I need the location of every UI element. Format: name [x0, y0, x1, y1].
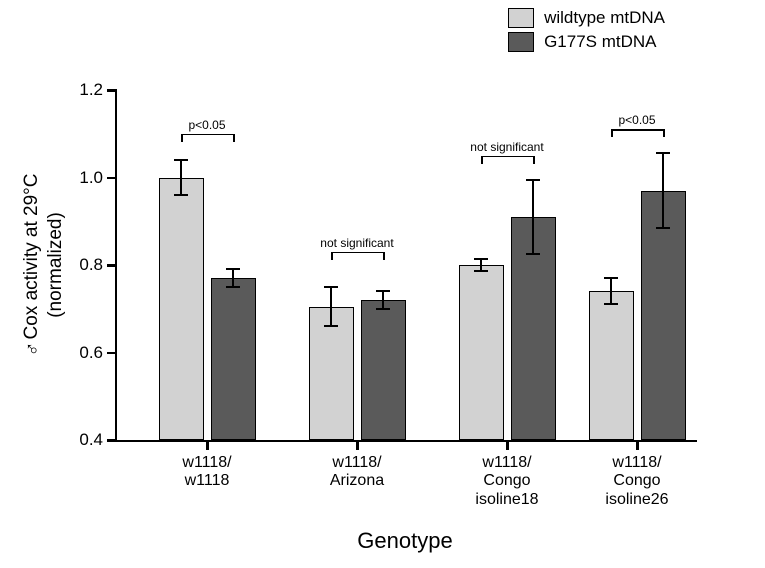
error-cap — [376, 308, 390, 310]
y-tick-label: 0.4 — [67, 430, 103, 450]
chart-plot-area: 0.40.60.81.01.2p<0.05w1118/w1118not sign… — [115, 90, 697, 442]
significance-label: not significant — [320, 236, 393, 250]
error-bar — [232, 269, 234, 287]
y-tick — [107, 352, 117, 355]
error-cap — [174, 159, 188, 161]
y-tick — [107, 439, 117, 442]
male-symbol-icon: ♂ — [22, 342, 45, 357]
error-cap — [656, 227, 670, 229]
x-axis-label: Genotype — [357, 528, 452, 554]
x-tick — [506, 440, 509, 450]
x-category-label: w1118/w1118 — [182, 454, 231, 491]
y-axis-label-line2: (normalized) — [45, 212, 66, 318]
x-axis-label-text: Genotype — [357, 528, 452, 553]
error-bar — [662, 153, 664, 227]
legend-label: wildtype mtDNA — [544, 8, 665, 28]
error-cap — [376, 290, 390, 292]
bar — [459, 265, 504, 440]
y-tick-label: 0.8 — [67, 255, 103, 275]
error-bar — [330, 287, 332, 326]
error-cap — [656, 152, 670, 154]
bar — [159, 178, 204, 441]
error-cap — [526, 179, 540, 181]
error-bar — [532, 180, 534, 254]
error-bar — [180, 160, 182, 195]
x-tick — [206, 440, 209, 450]
x-category-label: w1118/Congoisoline18 — [475, 454, 538, 509]
legend-item: wildtype mtDNA — [508, 8, 665, 28]
error-cap — [174, 194, 188, 196]
error-cap — [226, 286, 240, 288]
y-tick-label: 1.0 — [67, 168, 103, 188]
significance-label: not significant — [470, 140, 543, 154]
legend-swatch-wildtype — [508, 8, 534, 28]
y-axis-label: ♂ Cox activity at 29°C (normalized) — [21, 174, 67, 357]
error-cap — [324, 325, 338, 327]
y-tick — [107, 264, 117, 267]
y-tick — [107, 89, 117, 92]
bar — [361, 300, 406, 440]
bar — [589, 291, 634, 440]
legend-label: G177S mtDNA — [544, 32, 656, 52]
significance-label: p<0.05 — [618, 113, 655, 127]
x-tick — [356, 440, 359, 450]
error-cap — [474, 258, 488, 260]
significance-label: p<0.05 — [188, 118, 225, 132]
legend: wildtype mtDNA G177S mtDNA — [508, 8, 665, 56]
legend-swatch-g177s — [508, 32, 534, 52]
y-axis-label-line1: Cox activity at 29°C — [21, 174, 42, 340]
error-bar — [610, 278, 612, 304]
x-tick — [636, 440, 639, 450]
y-tick-label: 0.6 — [67, 343, 103, 363]
error-cap — [226, 268, 240, 270]
error-cap — [526, 253, 540, 255]
error-bar — [382, 291, 384, 309]
bar — [211, 278, 256, 440]
error-cap — [474, 270, 488, 272]
x-category-label: w1118/Arizona — [330, 454, 384, 491]
error-cap — [324, 286, 338, 288]
y-tick-label: 1.2 — [67, 80, 103, 100]
legend-item: G177S mtDNA — [508, 32, 665, 52]
error-cap — [604, 303, 618, 305]
error-cap — [604, 277, 618, 279]
y-tick — [107, 177, 117, 180]
x-category-label: w1118/Congoisoline26 — [605, 454, 668, 509]
